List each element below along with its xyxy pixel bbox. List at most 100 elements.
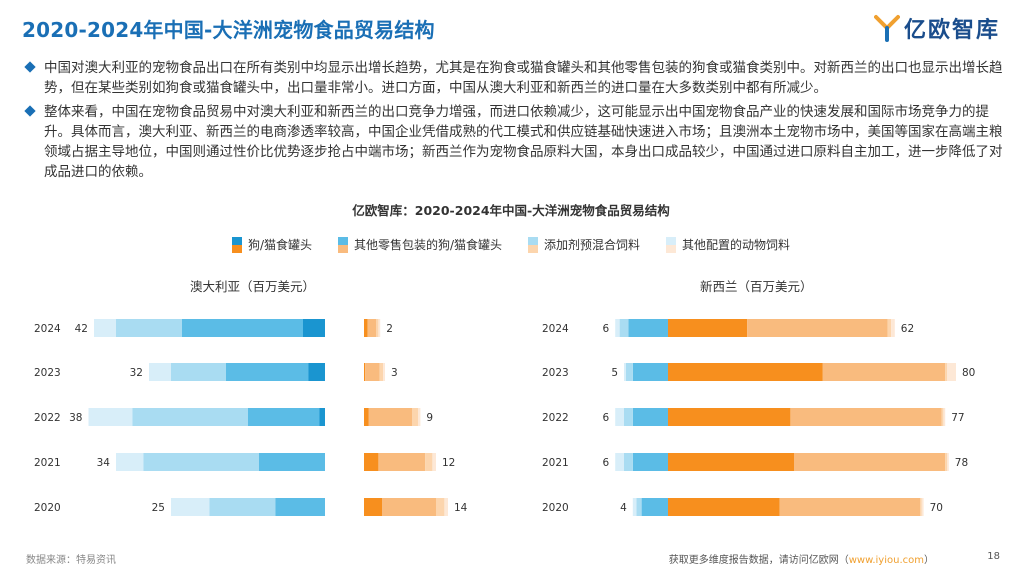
export-bar-segment	[171, 498, 210, 516]
import-bar-segment	[436, 498, 445, 516]
export-total-label: 5	[611, 367, 618, 379]
export-bar-segment	[628, 319, 668, 337]
export-bar-segment	[625, 363, 633, 381]
import-bar-segment	[668, 408, 791, 426]
import-bar-segment	[747, 319, 888, 337]
import-bar-segment	[364, 408, 369, 426]
paragraph-1: 中国对澳大利亚的宠物食品出口在所有类别中均显示出增长趋势，尤其是在狗食或猫食罐头…	[24, 58, 1010, 98]
export-total-label: 34	[97, 457, 111, 469]
import-bar-segment	[364, 453, 379, 471]
import-bar-segment	[432, 453, 436, 471]
logo-icon	[873, 15, 900, 42]
export-bar-segment	[624, 408, 633, 426]
summary-text: 中国对澳大利亚的宠物食品出口在所有类别中均显示出增长趋势，尤其是在狗食或猫食罐头…	[24, 58, 1010, 186]
paragraph-2-text: 整体来看，中国在宠物食品贸易中对澳大利亚和新西兰的出口竞争力增强，而进口依赖减少…	[44, 104, 1003, 180]
export-bar-segment	[149, 363, 171, 381]
import-bar-segment	[945, 453, 947, 471]
import-bar-segment	[945, 363, 947, 381]
import-bar-segment	[365, 363, 380, 381]
year-label: 2024	[34, 323, 61, 335]
import-bar-segment	[668, 453, 794, 471]
export-bar-segment	[641, 498, 668, 516]
import-total-label: 14	[454, 502, 468, 514]
export-bar-segment	[624, 453, 633, 471]
export-bar-segment	[632, 363, 668, 381]
import-bar-segment	[887, 319, 892, 337]
import-total-label: 62	[901, 323, 914, 335]
export-bar-segment	[632, 453, 668, 471]
legend: 狗/猫食罐头 其他零售包装的狗/猫食罐头 添加剂预混合饲料 其他配置的动物饲料	[0, 236, 1022, 253]
export-bar-segment	[619, 319, 629, 337]
export-total-label: 38	[69, 412, 82, 424]
year-label: 2023	[542, 367, 569, 379]
legend-label: 添加剂预混合饲料	[544, 238, 641, 252]
export-bar-segment	[308, 363, 325, 381]
website-link[interactable]: www.iyiou.com	[848, 555, 924, 566]
export-bar-segment	[303, 319, 325, 337]
legend-item-premix: 添加剂预混合饲料	[528, 236, 640, 253]
import-bar-segment	[790, 408, 942, 426]
import-bar-segment	[891, 319, 895, 337]
export-bar-segment	[209, 498, 276, 516]
import-bar-segment	[947, 363, 956, 381]
import-bar-segment	[382, 498, 436, 516]
import-bar-segment	[364, 363, 366, 381]
export-total-label: 6	[603, 457, 610, 469]
year-label: 2020	[34, 502, 61, 514]
import-bar-segment	[668, 363, 823, 381]
import-bar-segment	[412, 408, 418, 426]
import-bar-segment	[418, 408, 421, 426]
footer-text: 获取更多维度报告数据，请访问亿欧网（	[668, 555, 849, 566]
footer-text-close: ）	[924, 555, 934, 566]
import-total-label: 12	[442, 457, 455, 469]
year-label: 2020	[542, 502, 569, 514]
legend-item-other-feed: 其他配置的动物饲料	[666, 236, 790, 253]
footer-info: 获取更多维度报告数据，请访问亿欧网（www.iyiou.com）	[669, 551, 934, 566]
export-bar-segment	[182, 319, 303, 337]
logo-text: 亿欧智库	[903, 18, 1000, 43]
export-bar-segment	[275, 498, 325, 516]
import-bar-segment	[668, 319, 748, 337]
export-bar-segment	[624, 363, 626, 381]
export-bar-segment	[94, 319, 116, 337]
export-bar-segment	[116, 453, 144, 471]
export-bar-segment	[116, 319, 182, 337]
import-total-label: 2	[386, 323, 393, 335]
legend-item-canned: 狗/猫食罐头	[231, 236, 312, 253]
import-bar-segment	[668, 498, 780, 516]
export-total-label: 4	[620, 502, 627, 514]
export-bar-segment	[319, 408, 325, 426]
panel-title-australia: 澳大利亚（百万美元）	[190, 279, 316, 294]
year-label: 2021	[542, 457, 569, 469]
import-bar-segment	[920, 498, 922, 516]
import-bar-segment	[779, 498, 920, 516]
export-total-label: 6	[603, 323, 610, 335]
year-label: 2023	[34, 367, 61, 379]
import-total-label: 78	[955, 457, 968, 469]
export-total-label: 42	[75, 323, 88, 335]
export-total-label: 6	[603, 412, 610, 424]
export-total-label: 32	[130, 367, 143, 379]
page-title: 2020-2024年中国-大洋洲宠物食品贸易结构	[22, 18, 435, 42]
import-total-label: 3	[391, 367, 398, 379]
import-bar-segment	[794, 453, 946, 471]
export-bar-segment	[615, 453, 624, 471]
year-label: 2022	[34, 412, 61, 424]
import-total-label: 80	[962, 367, 975, 379]
export-bar-segment	[143, 453, 259, 471]
import-bar-segment	[921, 498, 924, 516]
import-bar-segment	[378, 319, 381, 337]
page-number: 18	[987, 551, 1000, 562]
export-total-label: 25	[152, 502, 165, 514]
import-bar-segment	[378, 453, 426, 471]
export-bar-segment	[632, 408, 668, 426]
import-bar-segment	[947, 453, 949, 471]
import-bar-segment	[943, 408, 946, 426]
year-label: 2021	[34, 457, 61, 469]
import-bar-segment	[941, 408, 944, 426]
legend-label: 其他零售包装的狗/猫食罐头	[353, 238, 503, 252]
import-bar-segment	[364, 319, 368, 337]
export-bar-segment	[259, 453, 325, 471]
export-bar-segment	[615, 408, 624, 426]
